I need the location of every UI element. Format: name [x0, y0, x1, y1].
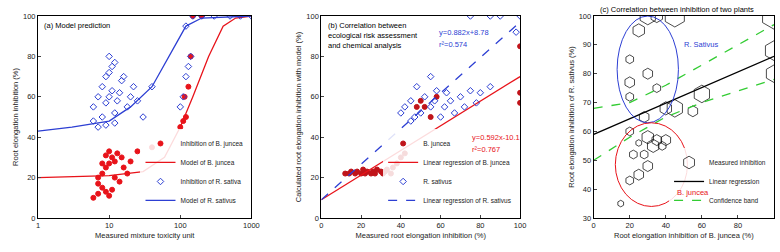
svg-text:Inhibition of B. juncea: Inhibition of B. juncea [180, 140, 243, 148]
svg-text:r²=0.574: r²=0.574 [439, 40, 467, 49]
svg-text:60: 60 [436, 221, 444, 230]
svg-text:30: 30 [583, 214, 591, 223]
svg-text:40: 40 [662, 221, 670, 230]
svg-text:Model of B. juncea: Model of B. juncea [180, 159, 234, 167]
svg-text:1000: 1000 [243, 221, 260, 230]
svg-text:100: 100 [306, 12, 319, 21]
svg-text:20: 20 [357, 221, 365, 230]
svg-text:y=0.882x+8.78: y=0.882x+8.78 [439, 28, 489, 37]
svg-text:Calculated root elongation inh: Calculated root elongation inhibition wi… [294, 31, 303, 202]
svg-text:r²=0.767: r²=0.767 [472, 145, 500, 154]
svg-text:20: 20 [311, 173, 319, 182]
svg-text:50: 50 [583, 156, 591, 165]
svg-text:1: 1 [36, 221, 40, 230]
svg-text:40: 40 [311, 133, 319, 142]
svg-text:100: 100 [174, 221, 187, 230]
svg-text:(b) Correlation betweenecologi: (b) Correlation betweenecological risk a… [328, 21, 418, 50]
svg-text:R. sativus: R. sativus [423, 178, 452, 185]
svg-text:Model of R. sativus: Model of R. sativus [180, 197, 236, 204]
svg-text:0: 0 [31, 214, 35, 223]
svg-text:Root elongation inhibition of: Root elongation inhibition of B. juncea … [614, 231, 754, 240]
svg-text:100: 100 [514, 221, 527, 230]
svg-text:90: 90 [583, 40, 591, 49]
svg-text:40: 40 [583, 185, 591, 194]
svg-text:Root elongation inhibition (%): Root elongation inhibition (%) [11, 68, 20, 166]
svg-text:Measured mixture toxicity unit: Measured mixture toxicity unit [95, 231, 195, 240]
svg-text:Inhibition of R. sativa: Inhibition of R. sativa [180, 178, 241, 185]
svg-text:100: 100 [579, 12, 592, 21]
svg-text:Root elongation inhibition of: Root elongation inhibition of R. sativus… [567, 46, 576, 188]
svg-text:100: 100 [23, 12, 36, 21]
svg-text:Linear regression of B. juncea: Linear regression of B. juncea [423, 159, 510, 167]
svg-text:(c) Correlation between inhibi: (c) Correlation between inhibition of tw… [600, 5, 754, 14]
svg-text:60: 60 [311, 92, 319, 101]
svg-text:60: 60 [27, 92, 35, 101]
svg-text:Confidence band: Confidence band [709, 197, 759, 204]
svg-text:y=0.592x-10.1: y=0.592x-10.1 [472, 133, 520, 142]
svg-text:R. Sativus: R. Sativus [684, 40, 718, 49]
svg-text:0: 0 [592, 221, 596, 230]
svg-text:80: 80 [734, 221, 742, 230]
svg-text:0: 0 [319, 221, 323, 230]
svg-text:40: 40 [397, 221, 405, 230]
svg-text:Linear regression of R. sativu: Linear regression of R. sativus [423, 197, 512, 205]
svg-text:80: 80 [311, 52, 319, 61]
svg-text:80: 80 [27, 52, 35, 61]
svg-text:80: 80 [476, 221, 484, 230]
svg-text:Linear regression: Linear regression [709, 178, 760, 186]
svg-text:20: 20 [27, 173, 35, 182]
svg-text:B. juncea: B. juncea [423, 140, 450, 148]
svg-text:70: 70 [583, 98, 591, 107]
svg-text:60: 60 [698, 221, 706, 230]
svg-text:10: 10 [105, 221, 113, 230]
svg-text:0: 0 [315, 214, 319, 223]
svg-text:Measured root elongation inhib: Measured root elongation inhibition (%) [355, 231, 486, 240]
svg-text:(a) Model prediction: (a) Model prediction [44, 21, 110, 30]
svg-text:80: 80 [583, 69, 591, 78]
svg-text:Measured inhibition: Measured inhibition [709, 159, 766, 166]
svg-text:60: 60 [583, 127, 591, 136]
svg-text:40: 40 [27, 133, 35, 142]
svg-text:B. juncea: B. juncea [677, 188, 709, 197]
svg-text:20: 20 [626, 221, 634, 230]
